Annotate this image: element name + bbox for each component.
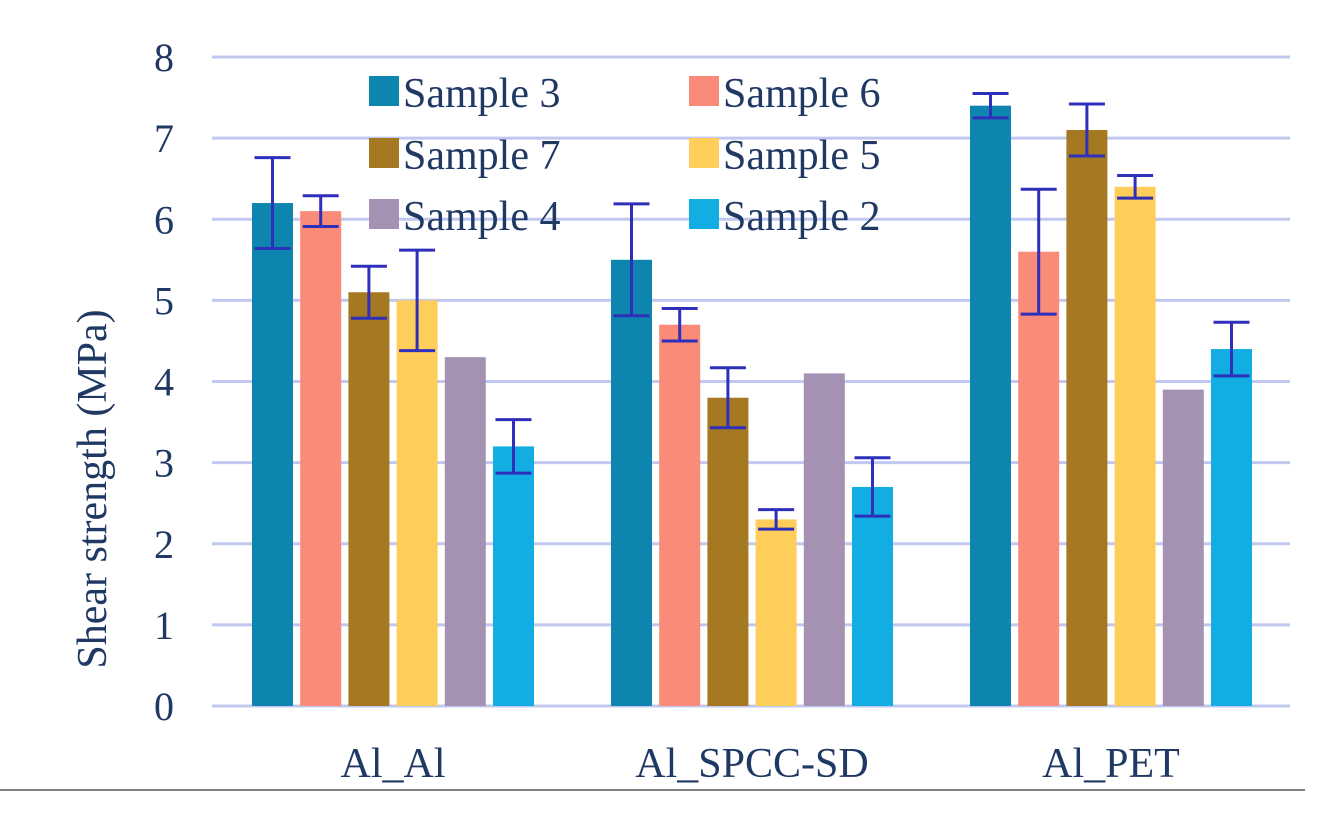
y-tick-label: 7	[154, 116, 174, 161]
legend-item: Sample 3	[369, 71, 560, 117]
bar-sample-2-al_pet	[1211, 349, 1252, 706]
bar-sample-5-al_spcc-sd	[755, 519, 797, 706]
legend-item: Sample 6	[689, 71, 880, 117]
bar-sample-3-al_spcc-sd	[611, 259, 652, 706]
legend-label: Sample 5	[723, 133, 880, 179]
legend-label: Sample 6	[723, 71, 880, 117]
y-tick-label: 5	[154, 278, 174, 323]
error-bar	[350, 264, 387, 320]
error-bar	[399, 248, 436, 353]
bar-sample-4-al_al	[444, 357, 486, 706]
bar-sample-6-al_pet	[1018, 251, 1060, 706]
legend-item: Sample 4	[369, 194, 560, 240]
y-tick-label: 3	[154, 441, 174, 486]
legend-swatch	[689, 138, 719, 168]
bar-sample-2-al_al	[493, 446, 534, 706]
bar-sample-7-al_spcc-sd	[707, 397, 749, 706]
bar-sample-7-al_pet	[1066, 130, 1108, 706]
legend-item: Sample 7	[369, 133, 560, 179]
error-bar	[495, 418, 532, 475]
x-axis-categories: Al_Al Al_SPCC-SD Al_PET	[341, 741, 1180, 787]
legend-label: Sample 2	[723, 194, 880, 240]
x-category-label: Al_PET	[1042, 741, 1180, 787]
y-tick-label: 8	[154, 35, 174, 80]
legend-swatch	[369, 76, 399, 106]
y-tick-label: 1	[154, 603, 174, 648]
legend-swatch	[689, 199, 719, 229]
bar-sample-5-al_pet	[1114, 186, 1156, 707]
bar-sample-4-al_spcc-sd	[803, 373, 845, 706]
error-bar	[254, 156, 291, 250]
bar-sample-7-al_al	[348, 292, 390, 706]
error-bar	[758, 508, 795, 531]
error-bar	[1068, 102, 1105, 158]
y-tick-label: 2	[154, 522, 174, 567]
error-bars	[254, 92, 1250, 531]
legend-label: Sample 7	[403, 133, 560, 179]
error-bar	[302, 194, 339, 229]
bar-sample-4-al_pet	[1162, 389, 1204, 706]
legend-item: Sample 5	[689, 133, 880, 179]
bar-sample-3-al_pet	[970, 105, 1011, 707]
legend-swatch	[369, 138, 399, 168]
bar-sample-6-al_al	[300, 211, 342, 706]
legend-label: Sample 3	[403, 71, 560, 117]
y-tick-label: 0	[154, 684, 174, 729]
x-category-label: Al_SPCC-SD	[635, 741, 868, 787]
error-bar	[1020, 187, 1057, 316]
legend: Sample 3 Sample 6 Sample 7 Sample 5 Sample 4…	[369, 71, 880, 240]
bar-sample-5-al_al	[396, 300, 438, 706]
error-bar	[854, 456, 891, 518]
y-tick-label: 6	[154, 197, 174, 242]
y-tick-label: 4	[154, 360, 174, 405]
legend-swatch	[369, 199, 399, 229]
y-axis-ticks: 0 1 2 3 4 5 6 7 8	[154, 35, 174, 729]
legend-item: Sample 2	[689, 194, 880, 240]
bars	[252, 105, 1252, 707]
bar-sample-6-al_spcc-sd	[659, 324, 701, 706]
error-bar	[661, 306, 698, 343]
y-axis-label: Shear strength (MPa)	[70, 309, 116, 668]
x-category-label: Al_Al	[341, 741, 446, 787]
error-bar	[972, 92, 1009, 120]
error-bar	[1213, 320, 1250, 378]
legend-swatch	[689, 76, 719, 106]
error-bar	[709, 366, 746, 430]
bar-sample-3-al_al	[252, 203, 293, 706]
error-bar	[613, 202, 650, 318]
bar-sample-2-al_spcc-sd	[852, 486, 893, 706]
legend-label: Sample 4	[403, 194, 560, 240]
error-bar	[1117, 173, 1154, 200]
